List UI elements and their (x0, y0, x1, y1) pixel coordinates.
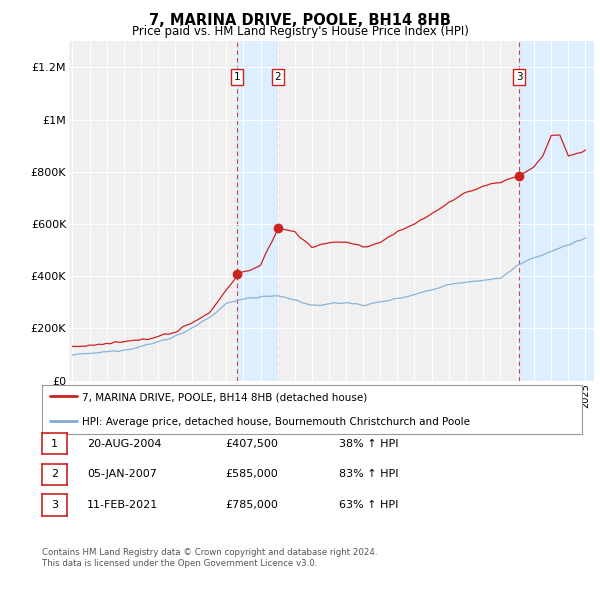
Text: HPI: Average price, detached house, Bournemouth Christchurch and Poole: HPI: Average price, detached house, Bour… (83, 417, 470, 427)
Text: 1: 1 (51, 439, 58, 448)
Text: 7, MARINA DRIVE, POOLE, BH14 8HB: 7, MARINA DRIVE, POOLE, BH14 8HB (149, 13, 451, 28)
Text: 63% ↑ HPI: 63% ↑ HPI (339, 500, 398, 510)
Text: £407,500: £407,500 (225, 439, 278, 448)
Text: 1: 1 (234, 72, 241, 82)
Bar (237, 41, 278, 381)
Text: £785,000: £785,000 (225, 500, 278, 510)
Text: £585,000: £585,000 (225, 470, 278, 479)
Text: 05-JAN-2007: 05-JAN-2007 (87, 470, 157, 479)
Text: 20-AUG-2004: 20-AUG-2004 (87, 439, 161, 448)
Bar (519, 41, 594, 381)
Text: 3: 3 (51, 500, 58, 510)
Text: Price paid vs. HM Land Registry's House Price Index (HPI): Price paid vs. HM Land Registry's House … (131, 25, 469, 38)
Text: 2: 2 (275, 72, 281, 82)
Text: 38% ↑ HPI: 38% ↑ HPI (339, 439, 398, 448)
Text: 11-FEB-2021: 11-FEB-2021 (87, 500, 158, 510)
Text: 7, MARINA DRIVE, POOLE, BH14 8HB (detached house): 7, MARINA DRIVE, POOLE, BH14 8HB (detach… (83, 392, 368, 402)
Text: Contains HM Land Registry data © Crown copyright and database right 2024.
This d: Contains HM Land Registry data © Crown c… (42, 548, 377, 568)
Text: 3: 3 (516, 72, 523, 82)
Text: 83% ↑ HPI: 83% ↑ HPI (339, 470, 398, 479)
Text: 2: 2 (51, 470, 58, 479)
